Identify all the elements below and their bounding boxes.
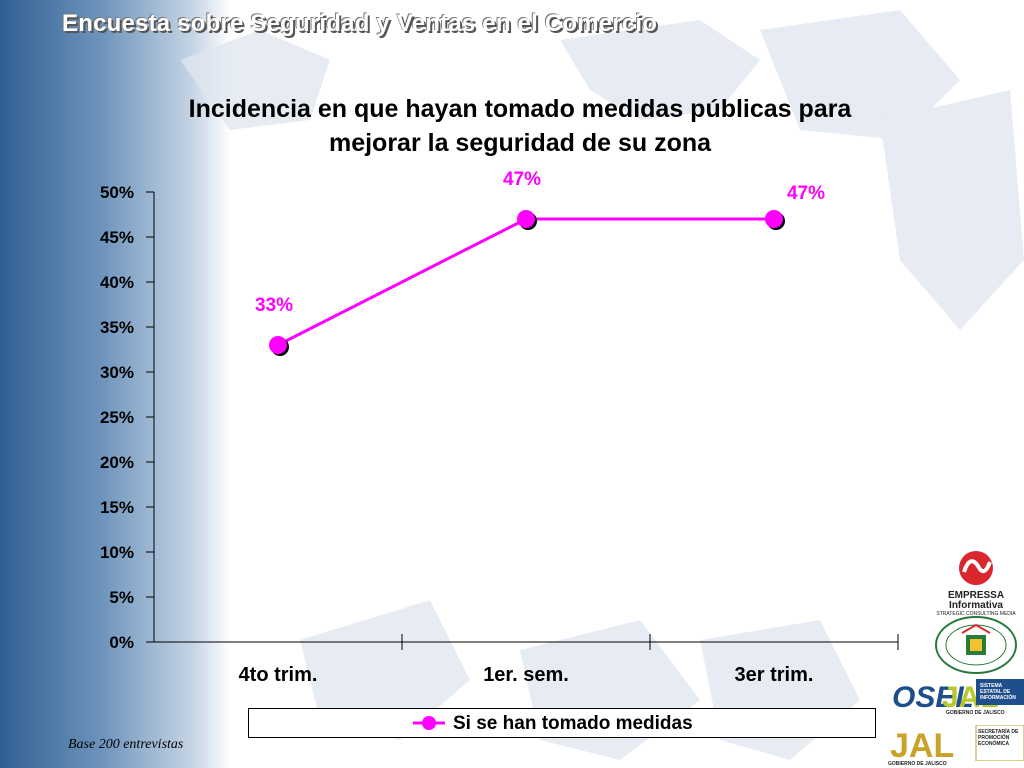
x-tick-label: 3er trim. [735, 664, 814, 686]
jal-mark-icon: JAL [890, 724, 1024, 765]
jal-promocion-logo: JAL SECRETARÍA DE PROMOCIÓN ECONÓMICA GO… [888, 724, 1024, 768]
x-tick-label: 4to trim. [239, 664, 318, 686]
y-tick-label: 0% [109, 633, 134, 652]
empressa-sub: Informativa [949, 600, 1003, 611]
y-tick-label: 10% [100, 543, 134, 562]
empressa-name: EMPRESSA [947, 590, 1005, 601]
y-tick-label: 25% [100, 408, 134, 427]
osel-jal-mark-icon: OSEL JAL [892, 679, 1024, 714]
data-label: 33% [255, 295, 293, 316]
y-tick-label: 45% [100, 228, 134, 247]
line-chart: 0% 5% 10% 15% 20% 25% 30% 35% 40% 45% 50% 4to trim… [100, 169, 899, 686]
logo-panel: EMPRESSA Informativa STRATEGIC CONSULTIN… [880, 545, 1024, 768]
gobierno-jalisco-text-2: GOBIERNO DE JALISCO [888, 761, 947, 767]
y-tick-label: 15% [100, 498, 134, 517]
sidebar-gradient [0, 0, 230, 768]
legend-marker-icon [413, 716, 445, 730]
y-tick-label: 35% [100, 318, 134, 337]
empressa-mark-icon [959, 551, 993, 585]
series-line [277, 217, 774, 347]
osel-jal-logo: OSEL JAL SISTEMA ESTATAL DE INFORMACIÓN … [890, 677, 1024, 717]
empressa-tag: STRATEGIC CONSULTING MEDIA [936, 611, 1016, 617]
chart-title-line-1: Incidencia en que hayan tomado medidas p… [188, 95, 852, 123]
y-tick-label: 5% [109, 588, 134, 607]
chart-legend: Si se han tomado medidas [248, 708, 876, 738]
footnote: Base 200 entrevistas [68, 737, 184, 752]
chart-title-line-2: mejorar la seguridad de su zona [328, 129, 712, 157]
data-point [765, 210, 783, 228]
y-tick-label: 50% [100, 183, 134, 202]
sistema-estatal-text: SISTEMA ESTATAL DE INFORMACIÓN [980, 683, 1016, 701]
data-label: 47% [787, 183, 825, 204]
data-point [269, 336, 287, 354]
legend-label: Si se han tomado medidas [453, 713, 693, 734]
x-tick-label: 1er. sem. [483, 664, 569, 686]
svg-text:OSEL: OSEL [892, 681, 974, 714]
data-point [517, 210, 535, 228]
y-tick-label: 40% [100, 273, 134, 292]
chart-title: Incidencia en que hayan tomado medidas p… [100, 92, 940, 160]
svg-text:JAL: JAL [890, 727, 954, 761]
secretaria-text: SECRETARÍA DE PROMOCIÓN ECONÓMICA [978, 729, 1019, 747]
y-tick-label: 20% [100, 453, 134, 472]
gobierno-jalisco-text-1: GOBIERNO DE JALISCO [946, 710, 1005, 716]
data-label: 47% [503, 169, 541, 190]
slide-header: Encuesta sobre Seguridad y Ventas en el … [62, 10, 658, 37]
camara-comercio-logo [935, 616, 1017, 674]
empressa-logo: EMPRESSA Informativa STRATEGIC CONSULTIN… [936, 550, 1016, 617]
y-tick-label: 30% [100, 363, 134, 382]
